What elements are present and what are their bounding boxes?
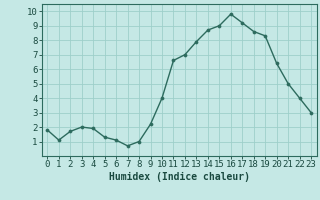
- X-axis label: Humidex (Indice chaleur): Humidex (Indice chaleur): [109, 172, 250, 182]
